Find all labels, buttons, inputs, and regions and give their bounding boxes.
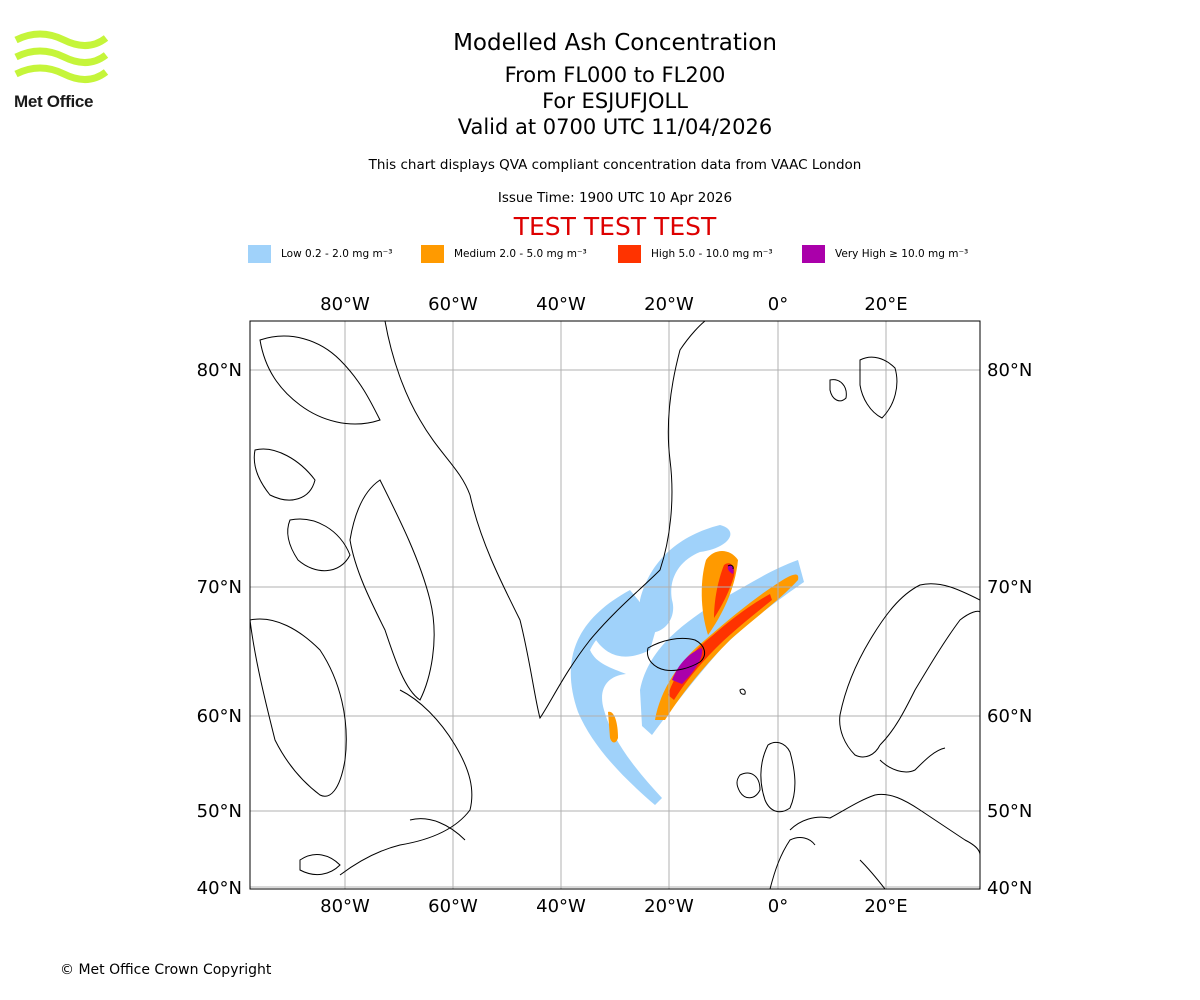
lon-label-bottom-60w: 60°W — [428, 896, 478, 917]
coast-baltic — [879, 747, 946, 773]
flight-levels: From FL000 to FL200 — [504, 63, 726, 87]
coast-europe — [789, 793, 980, 856]
lon-label-top-0: 0° — [768, 294, 788, 315]
latitude-labels-right: 80°N 70°N 60°N 50°N 40°N — [987, 360, 1032, 899]
coast-jan-mayen — [727, 564, 734, 570]
coast-hudson-bay — [250, 618, 347, 797]
legend-item-very-high: Very High ≥ 10.0 mg m⁻³ — [802, 244, 968, 264]
coast-maritimes — [409, 818, 466, 841]
map-gridlines — [250, 321, 980, 889]
coast-greenland — [384, 321, 706, 720]
map-frame — [249, 320, 981, 890]
issue-time: Issue Time: 1900 UTC 10 Apr 2026 — [497, 190, 733, 206]
coast-labrador — [339, 689, 473, 876]
legend-label-very-high: Very High ≥ 10.0 mg m⁻³ — [835, 248, 969, 260]
chart-description: This chart displays QVA compliant concen… — [368, 157, 862, 173]
legend-swatch-high — [618, 245, 641, 263]
coast-great-lakes — [299, 854, 341, 876]
lat-label-left-80n: 80°N — [197, 360, 242, 381]
ash-plume — [570, 525, 804, 805]
latitude-labels-left: 80°N 70°N 60°N 50°N 40°N — [197, 360, 242, 899]
longitude-labels-top: 80°W 60°W 40°W 20°W 0° 20°E — [320, 294, 907, 315]
lon-label-top-20e: 20°E — [864, 294, 907, 315]
coast-sweden-finland — [879, 610, 980, 746]
coast-arctic-islands — [259, 335, 381, 425]
lon-label-top-20w: 20°W — [644, 294, 694, 315]
ash-concentration-map: 80°W 60°W 40°W 20°W 0° 20°E 80°W 60°W 40… — [197, 294, 1033, 917]
coast-ireland — [736, 772, 761, 799]
met-office-waves-icon — [14, 30, 109, 83]
copyright-notice: © Met Office Crown Copyright — [60, 962, 272, 978]
lon-label-bottom-20e: 20°E — [864, 896, 907, 917]
coast-svalbard — [859, 356, 898, 419]
coast-iberia-france — [769, 837, 816, 889]
valid-time: Valid at 0700 UTC 11/04/2026 — [457, 115, 773, 139]
lon-label-bottom-80w: 80°W — [320, 896, 370, 917]
legend-item-low: Low 0.2 - 2.0 mg m⁻³ — [248, 244, 392, 264]
lon-label-bottom-40w: 40°W — [536, 896, 586, 917]
lat-label-right-80n: 80°N — [987, 360, 1032, 381]
lon-label-top-40w: 40°W — [536, 294, 586, 315]
volcano-name: For ESJUFJOLL — [542, 89, 688, 113]
lat-label-left-40n: 40°N — [197, 878, 242, 899]
lon-label-bottom-20w: 20°W — [644, 896, 694, 917]
legend-swatch-very-high — [802, 245, 825, 263]
lat-label-right-70n: 70°N — [987, 577, 1032, 598]
lon-label-top-80w: 80°W — [320, 294, 370, 315]
logo-text: Met Office — [14, 92, 94, 111]
longitude-labels-bottom: 80°W 60°W 40°W 20°W 0° 20°E — [320, 896, 907, 917]
coast-faroe — [739, 688, 746, 695]
lon-label-bottom-0: 0° — [768, 896, 788, 917]
lat-label-left-60n: 60°N — [197, 706, 242, 727]
coast-arctic-islands-3 — [287, 518, 351, 572]
coast-svalbard-2 — [829, 379, 847, 402]
lat-label-left-70n: 70°N — [197, 577, 242, 598]
legend-item-high: High 5.0 - 10.0 mg m⁻³ — [618, 244, 773, 264]
ash-very-high-area — [672, 565, 734, 684]
lat-label-right-40n: 40°N — [987, 878, 1032, 899]
chart-title: Modelled Ash Concentration — [453, 30, 777, 56]
lon-label-top-60w: 60°W — [428, 294, 478, 315]
coast-arctic-islands-2 — [253, 448, 316, 501]
legend-label-high: High 5.0 - 10.0 mg m⁻³ — [651, 248, 773, 260]
test-banner: TEST TEST TEST — [513, 212, 717, 241]
legend-label-low: Low 0.2 - 2.0 mg m⁻³ — [281, 248, 393, 260]
coast-baffin — [349, 479, 435, 701]
coast-italy — [859, 859, 886, 889]
lat-label-right-50n: 50°N — [987, 801, 1032, 822]
legend-swatch-medium — [421, 245, 444, 263]
ash-high-area — [668, 563, 772, 700]
coast-norway — [839, 583, 980, 758]
met-office-logo: Met Office — [14, 30, 110, 114]
coast-iceland — [646, 637, 706, 671]
legend-item-medium: Medium 2.0 - 5.0 mg m⁻³ — [421, 244, 587, 264]
coastlines — [250, 321, 980, 889]
lat-label-right-60n: 60°N — [987, 706, 1032, 727]
legend-swatch-low — [248, 245, 271, 263]
lat-label-left-50n: 50°N — [197, 801, 242, 822]
concentration-legend: Low 0.2 - 2.0 mg m⁻³ Medium 2.0 - 5.0 mg… — [0, 244, 1200, 266]
legend-label-medium: Medium 2.0 - 5.0 mg m⁻³ — [454, 248, 587, 260]
coast-great-britain — [760, 741, 796, 813]
